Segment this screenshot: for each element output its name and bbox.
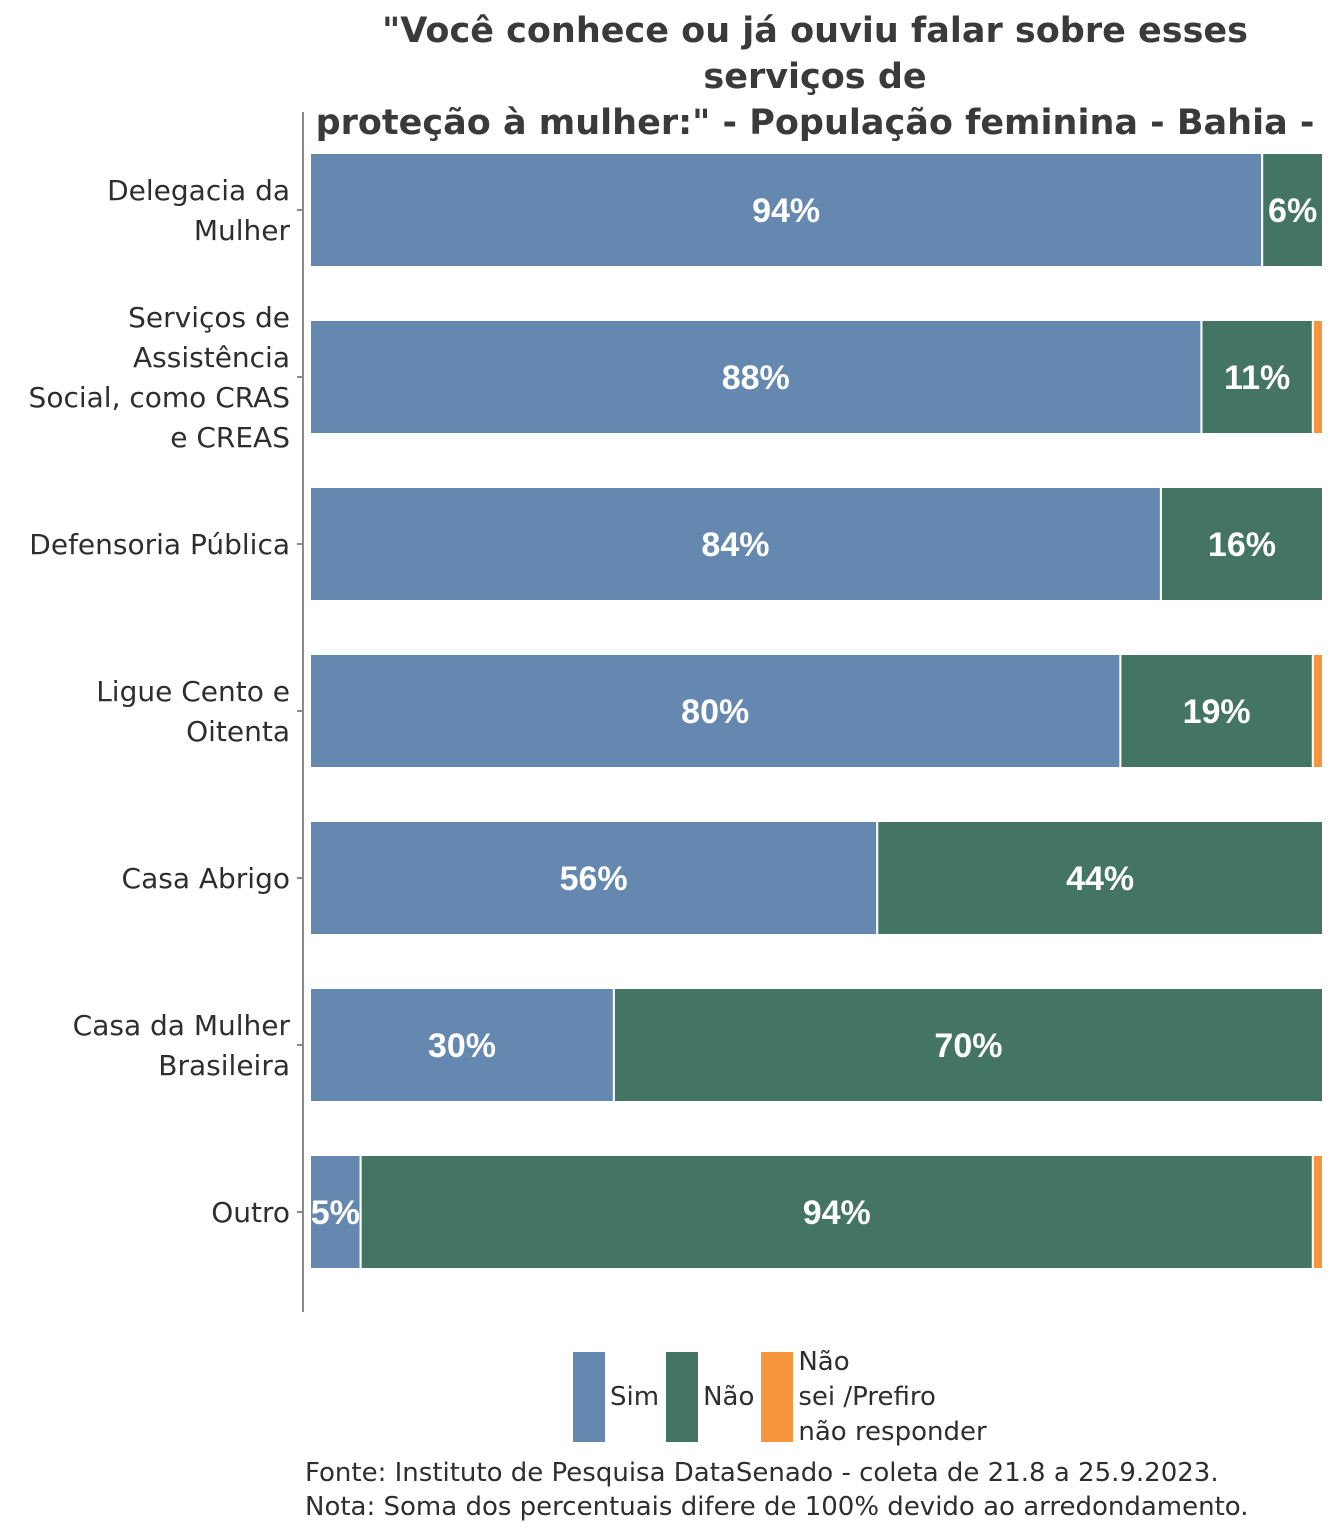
chart-title-line-1: "Você conhece ou já ouviu falar sobre es… — [382, 11, 1248, 97]
data-label-sim: 5% — [311, 1194, 360, 1232]
category-label: Casa Abrigo — [122, 862, 290, 895]
bar-segment-nao — [1159, 486, 1325, 602]
data-label-nao: 16% — [1208, 526, 1276, 564]
category-label: Defensoria Pública — [29, 528, 290, 561]
legend-label-nao-sei-line-2: sei /Prefiro — [798, 1381, 936, 1412]
legend-item-sim: Sim — [572, 1350, 659, 1444]
category-label-line: Social, como CRAS — [29, 381, 290, 414]
data-label-sim: 84% — [701, 526, 769, 564]
bar-segment-nao — [359, 1154, 1314, 1270]
bar-segment-sim — [309, 152, 1264, 268]
category-label: Casa da Mulher Brasileira — [73, 1009, 291, 1082]
bar-segment-sim — [309, 820, 879, 936]
legend-swatch-nao — [665, 1351, 700, 1443]
data-label-sim: 30% — [428, 1027, 496, 1065]
data-label-nao: 11% — [1224, 359, 1290, 397]
category-label-line: Delegacia da — [107, 174, 290, 207]
category-labels-layer: Delegacia da Mulher Serviços de Assistência… — [29, 174, 303, 1229]
category-label-line: Outro — [211, 1196, 290, 1229]
bar-segment-nao-sei — [1311, 319, 1324, 435]
bar-segment-nao — [1200, 319, 1314, 435]
bar-segment-nao — [876, 820, 1325, 936]
data-label-sim: 88% — [722, 359, 790, 397]
legend-label-sim: Sim — [610, 1381, 660, 1412]
legend-label-nao: Não — [703, 1381, 755, 1412]
category-label-line: Defensoria Pública — [29, 528, 290, 561]
legend-swatch-nao-sei — [760, 1351, 795, 1443]
legend-label-nao-sei-line-1: Não — [798, 1346, 850, 1377]
data-label-sim: 80% — [681, 693, 749, 731]
bars-layer: 94% 6% 88% 11% 84% 16% 80% 19% 56% 44% 30% 70% 5% 94% — [309, 152, 1325, 1270]
data-label-nao: 19% — [1183, 693, 1251, 731]
category-label-line: Serviços de — [128, 301, 290, 334]
legend-label-nao-sei: Não sei /Prefiro não responder — [798, 1345, 998, 1450]
bar-segment-sim — [309, 987, 615, 1103]
category-label-line: Assistência — [133, 341, 290, 374]
legend-item-nao: Não — [665, 1350, 754, 1444]
source-note: Fonte: Instituto de Pesquisa DataSenado … — [305, 1458, 1219, 1488]
bar-segment-sim — [309, 653, 1122, 769]
data-label-nao: 44% — [1066, 860, 1134, 898]
data-label-nao: 6% — [1268, 192, 1317, 230]
bar-segment-nao-sei — [1311, 1154, 1324, 1270]
category-label-line: Casa da Mulher — [73, 1009, 291, 1042]
legend-item-nao-sei: Não sei /Prefiro não responder — [760, 1347, 998, 1447]
data-label-nao: 70% — [934, 1027, 1002, 1065]
legend: Sim Não Não sei /Prefiro não responder — [572, 1347, 1004, 1447]
category-label-line: Mulher — [194, 214, 291, 247]
legend-label-nao-sei-line-3: não responder — [798, 1416, 987, 1447]
stacked-bar-chart: 94% 6%88% 11%84% 16%80% 19%56% 44%30% 70%5% 94%… — [29, 112, 1325, 1312]
category-label: Delegacia da Mulher — [107, 174, 290, 247]
footer: Fonte: Instituto de Pesquisa DataSenado … — [305, 1456, 1249, 1524]
bar-segment-nao-sei — [1311, 653, 1324, 769]
category-label: Ligue Cento e Oitenta — [96, 675, 290, 748]
data-label-nao: 94% — [803, 1194, 871, 1232]
bar-segment-nao — [1261, 152, 1324, 268]
bar-segment-sim — [309, 486, 1162, 602]
category-label-line: Casa Abrigo — [122, 862, 290, 895]
category-label-line: Ligue Cento e — [96, 675, 290, 708]
category-label: Outro — [211, 1196, 290, 1229]
bar-segment-sim — [309, 1154, 362, 1270]
data-label-sim: 94% — [752, 192, 820, 230]
bar-segment-sim — [309, 319, 1203, 435]
category-label-line: Oitenta — [186, 715, 290, 748]
rounding-note: Nota: Soma dos percentuais difere de 100… — [305, 1492, 1249, 1522]
category-label: Serviços de Assistência Social, como CRAS e… — [29, 301, 290, 454]
bar-segment-nao — [612, 987, 1324, 1103]
category-label-line: e CREAS — [170, 421, 290, 454]
data-label-sim: 56% — [560, 860, 628, 898]
legend-swatch-sim — [572, 1351, 606, 1443]
category-label-line: Brasileira — [158, 1049, 290, 1082]
